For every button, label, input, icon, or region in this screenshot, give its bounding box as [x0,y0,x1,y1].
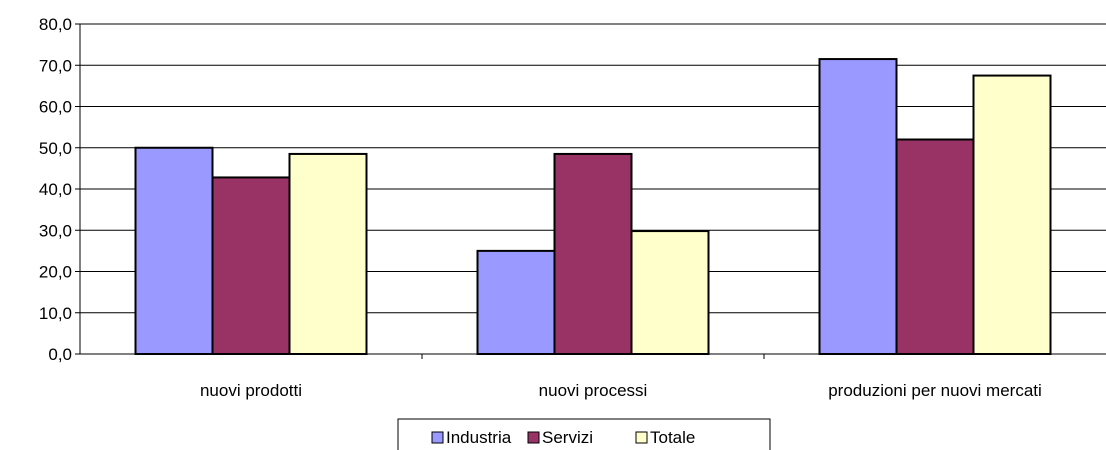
legend-box [397,418,771,450]
bar-totale-1 [630,230,710,355]
bars [134,58,1052,355]
bar-servizi-1 [553,152,633,355]
bar-industria-2 [818,58,898,355]
y-tick-label: 40,0 [39,180,72,199]
y-tick-label: 60,0 [39,98,72,117]
y-tick-label: 80,0 [39,15,72,34]
x-axis: nuovi prodotti nuovi processi produzioni p… [80,353,1106,400]
y-tick-label: 20,0 [39,263,72,282]
legend-swatch-servizi [527,431,540,444]
bar-totale-0 [288,152,368,355]
y-tick-label: 70,0 [39,56,72,75]
y-axis: 0,0 10,0 20,0 30,0 40,0 50,0 60,0 70,0 80,0 [39,15,81,364]
legend-swatch-industria [431,431,444,444]
bar-industria-0 [134,146,214,355]
legend-label-servizi: Servizi [542,428,593,447]
legend: Industria Servizi Totale [397,418,771,450]
x-category-label: produzioni per nuovi mercati [828,381,1042,400]
legend-label-industria: Industria [446,428,512,447]
x-category-label: nuovi prodotti [200,381,302,400]
y-tick-label: 10,0 [39,304,72,323]
y-tick-label: 30,0 [39,221,72,240]
x-category-label: nuovi processi [539,381,648,400]
bar-servizi-0 [211,176,291,355]
y-tick-label: 50,0 [39,139,72,158]
legend-label-totale: Totale [650,428,695,447]
bar-servizi-2 [895,138,975,355]
legend-swatch-totale [635,431,648,444]
y-tick-label: 0,0 [48,345,72,364]
bar-industria-1 [476,249,556,355]
bar-totale-2 [972,74,1052,355]
